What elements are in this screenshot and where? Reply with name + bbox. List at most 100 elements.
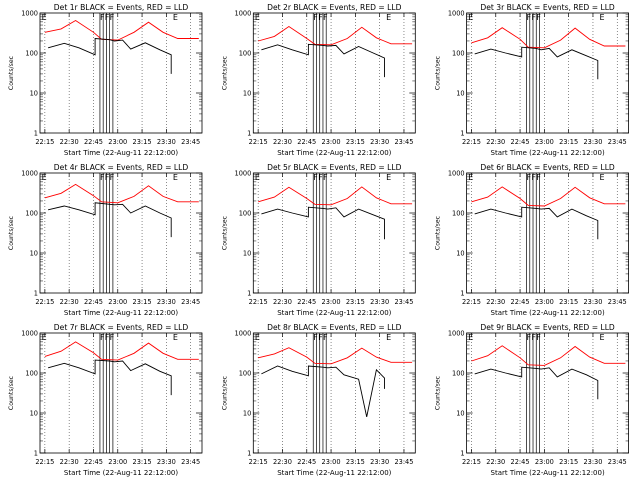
y-axis-label: Counts/sec: [8, 375, 15, 410]
flag-marker: F: [105, 173, 110, 182]
flag-marker: E: [173, 333, 178, 342]
flag-marker: F: [105, 13, 110, 22]
x-tick-label: 22:15: [462, 458, 481, 466]
y-tick-label: 1000: [448, 330, 465, 338]
plot-frame: [466, 172, 630, 294]
x-tick-label: 23:15: [133, 298, 152, 306]
plot-frame: [466, 12, 630, 134]
y-tick-label: 10: [30, 250, 38, 258]
chart-panel: Det 4r BLACK = Events, RED = LLD Counts/s…: [8, 163, 203, 317]
events-series-line: [47, 359, 172, 396]
x-tick-label: 22:30: [486, 138, 505, 146]
flag-marker: E: [386, 173, 391, 182]
flag-marker: E: [42, 333, 47, 342]
y-axis-label: Counts/sec: [221, 375, 228, 410]
x-tick-label: 23:45: [181, 138, 200, 146]
lld-series-line: [44, 341, 199, 361]
plot-frame: [39, 12, 203, 134]
chart-panel: Det 3r BLACK = Events, RED = LLD Counts/s…: [435, 3, 630, 157]
x-tick-label: 23:15: [133, 138, 152, 146]
y-tick-label: 100: [25, 370, 38, 378]
chart-panel: Det 9r BLACK = Events, RED = LLD Counts/s…: [435, 323, 630, 477]
flag-marker: F: [313, 13, 318, 22]
y-tick-label: 1000: [235, 170, 252, 178]
y-tick-label: 1: [460, 130, 464, 138]
y-tick-label: 1000: [235, 10, 252, 18]
flag-marker: F: [110, 333, 115, 342]
x-axis-label: Start Time (22-Aug-11 22:12:00): [64, 469, 178, 477]
y-tick-label: 1000: [235, 330, 252, 338]
y-axis-label: Counts/sec: [8, 215, 15, 250]
y-axis-label: Counts/sec: [435, 215, 442, 250]
x-tick-label: 23:30: [583, 138, 602, 146]
chart-panel: Det 7r BLACK = Events, RED = LLD Counts/s…: [8, 323, 203, 477]
x-tick-label: 22:30: [486, 458, 505, 466]
chart-panel: Det 2r BLACK = Events, RED = LLD Counts/s…: [221, 3, 416, 157]
x-tick-label: 23:30: [157, 138, 176, 146]
x-tick-label: 23:45: [608, 298, 627, 306]
y-tick-label: 100: [239, 210, 252, 218]
x-tick-label: 23:30: [583, 298, 602, 306]
y-tick-label: 1: [247, 450, 251, 458]
x-tick-label: 22:45: [511, 298, 530, 306]
y-axis-label: Counts/sec: [8, 55, 15, 90]
x-tick-label: 23:00: [322, 138, 341, 146]
plot-frame: [466, 332, 630, 454]
x-tick-label: 22:15: [462, 298, 481, 306]
y-tick-label: 10: [30, 90, 38, 98]
x-tick-label: 23:00: [535, 458, 554, 466]
x-tick-label: 22:30: [60, 138, 79, 146]
events-series-line: [474, 46, 599, 80]
flag-marker: F: [323, 173, 328, 182]
chart-title: Det 2r BLACK = Events, RED = LLD: [267, 3, 402, 12]
flag-marker: E: [386, 13, 391, 22]
y-tick-label: 10: [456, 410, 464, 418]
y-tick-label: 100: [452, 210, 465, 218]
x-tick-label: 23:00: [535, 298, 554, 306]
x-tick-label: 22:15: [35, 458, 54, 466]
x-tick-label: 23:30: [370, 458, 389, 466]
y-axis-label: Counts/sec: [435, 375, 442, 410]
y-axis-label: Counts/sec: [435, 55, 442, 90]
flag-marker: E: [255, 13, 260, 22]
x-tick-label: 22:15: [249, 458, 268, 466]
lld-series-line: [44, 19, 199, 41]
lld-series-line: [258, 186, 413, 206]
x-tick-label: 22:45: [297, 458, 316, 466]
flag-marker: F: [531, 173, 536, 182]
chart-title: Det 4r BLACK = Events, RED = LLD: [54, 163, 189, 172]
events-series-line: [47, 202, 172, 238]
flag-marker: E: [468, 333, 473, 342]
flag-marker: F: [110, 13, 115, 22]
lld-series-line: [471, 186, 626, 207]
chart-panel: Det 1r BLACK = Events, RED = LLD Counts/s…: [8, 3, 203, 157]
events-series-line: [474, 206, 599, 240]
x-tick-label: 23:45: [394, 298, 413, 306]
flag-marker: F: [531, 333, 536, 342]
plot-frame: [252, 332, 416, 454]
flag-marker: E: [173, 13, 178, 22]
y-tick-label: 10: [30, 410, 38, 418]
x-tick-label: 22:15: [35, 298, 54, 306]
flag-marker: F: [313, 173, 318, 182]
flag-marker: E: [42, 173, 47, 182]
x-tick-label: 23:00: [108, 138, 127, 146]
x-tick-label: 23:15: [559, 298, 578, 306]
flag-marker: E: [468, 173, 473, 182]
events-series-line: [47, 38, 172, 74]
x-tick-label: 22:15: [249, 138, 268, 146]
chart-title: Det 7r BLACK = Events, RED = LLD: [54, 323, 189, 332]
x-tick-label: 22:30: [273, 138, 292, 146]
chart-panel: Det 5r BLACK = Events, RED = LLD Counts/s…: [221, 163, 416, 317]
x-tick-label: 22:45: [297, 298, 316, 306]
y-tick-label: 1: [460, 290, 464, 298]
x-tick-label: 23:45: [394, 138, 413, 146]
x-tick-label: 22:45: [84, 298, 103, 306]
x-tick-label: 23:15: [559, 458, 578, 466]
flag-marker: E: [255, 333, 260, 342]
x-tick-label: 23:00: [535, 138, 554, 146]
plot-frame: [252, 172, 416, 294]
chart-title: Det 6r BLACK = Events, RED = LLD: [480, 163, 615, 172]
y-tick-label: 100: [25, 210, 38, 218]
flag-marker: F: [536, 333, 541, 342]
